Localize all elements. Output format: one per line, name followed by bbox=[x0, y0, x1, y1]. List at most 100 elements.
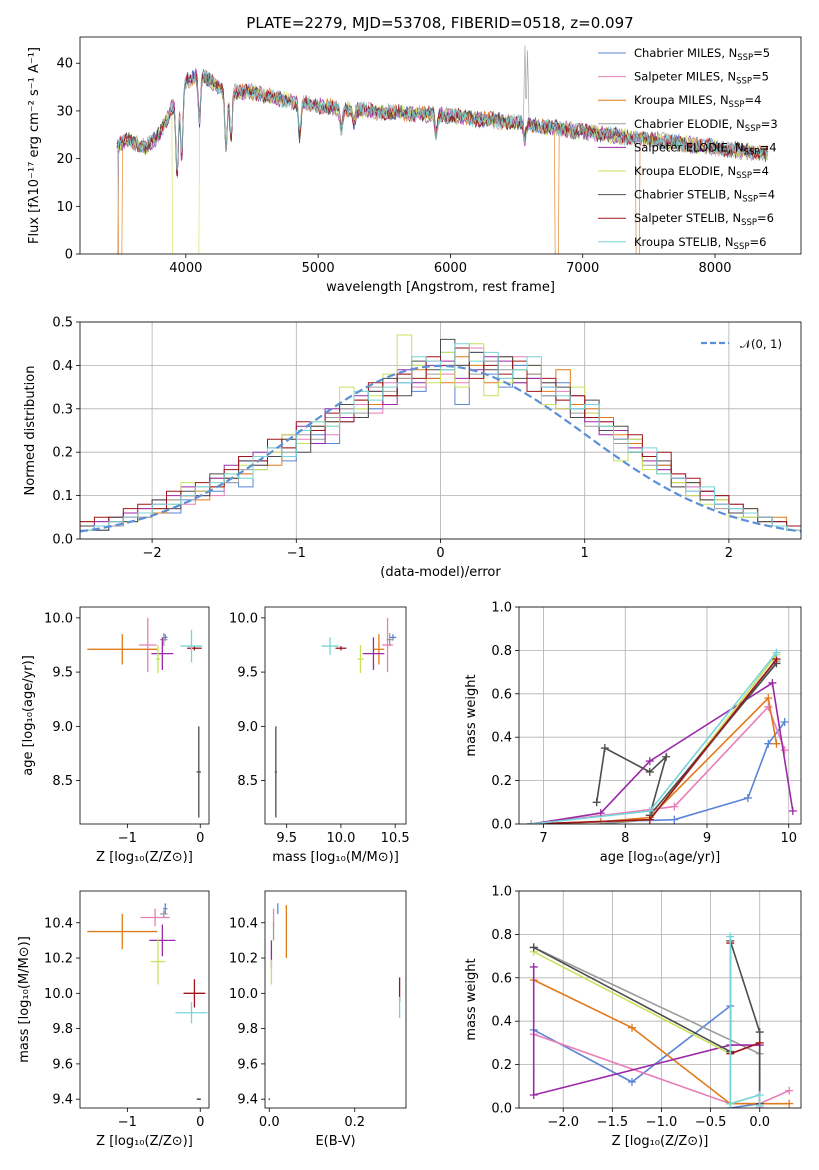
weight-marker bbox=[645, 815, 654, 824]
axes-residuals: −2 −1 0 1 2 0.0 0.1 0.2 0.3 0.4 0.5 (data-model)/er… bbox=[23, 316, 802, 580]
y-tick-label: 0.0 bbox=[52, 533, 73, 548]
weight-marker bbox=[772, 739, 781, 748]
weight-marker bbox=[670, 815, 679, 824]
y-tick-label: 9.5 bbox=[237, 666, 258, 681]
x-tick-label: 4000 bbox=[169, 261, 202, 276]
weight-marker bbox=[600, 744, 609, 753]
x-tick-label: 0.2 bbox=[344, 1115, 365, 1130]
y-tick-label: 0.4 bbox=[491, 731, 512, 746]
weight-marker bbox=[627, 1077, 636, 1086]
x-tick-label: 0 bbox=[196, 831, 204, 846]
axes-spectrum: 4000 5000 6000 7000 8000 0 10 20 30 40 wavelength … bbox=[27, 36, 802, 295]
x-tick-label: −1.5 bbox=[597, 1115, 629, 1130]
y-tick-label: 10.0 bbox=[44, 987, 73, 1002]
weight-marker bbox=[645, 757, 654, 766]
y-tick-label: 10.0 bbox=[229, 987, 258, 1002]
y-tick-label: 10.2 bbox=[44, 952, 73, 967]
x-tick-label: 10 bbox=[780, 831, 797, 846]
y-tick-label: 0.8 bbox=[491, 644, 512, 659]
weight-series-chabrier-stelib bbox=[595, 662, 778, 816]
legend-entry: Kroupa STELIB, NSSP=6 bbox=[634, 235, 766, 252]
axes-frame bbox=[518, 606, 802, 825]
legend-entry: Kroupa ELODIE, NSSP=4 bbox=[634, 164, 769, 181]
weight-marker bbox=[645, 806, 654, 815]
weight-marker bbox=[743, 793, 752, 802]
spectrum-series-kroupa-stelib bbox=[116, 70, 769, 171]
x-axis-label: E(B-V) bbox=[315, 1134, 355, 1149]
axes-frame bbox=[264, 890, 407, 1109]
errorbar-group bbox=[87, 617, 203, 818]
y-tick-label: 10 bbox=[56, 200, 73, 215]
weight-marker bbox=[772, 648, 781, 657]
weight-marker bbox=[764, 739, 773, 748]
weight-marker bbox=[755, 1101, 764, 1108]
figure-title: PLATE=2279, MJD=53708, FIBERID=0518, z=0… bbox=[246, 14, 633, 32]
x-tick-label: 6000 bbox=[434, 261, 467, 276]
y-tick-label: 10.0 bbox=[229, 611, 258, 626]
y-axis-label: mass weight bbox=[464, 674, 479, 756]
x-tick-label: −1 bbox=[287, 546, 306, 561]
x-tick-label: −0.5 bbox=[695, 1115, 727, 1130]
errorbar-group bbox=[268, 903, 401, 1101]
axes-frame bbox=[79, 36, 802, 255]
x-tick-label: 0 bbox=[196, 1115, 204, 1130]
y-tick-label: 0.8 bbox=[491, 928, 512, 943]
y-tick-label: 10.4 bbox=[229, 916, 258, 931]
y-tick-label: 0.3 bbox=[52, 402, 73, 417]
x-tick-label: 0.0 bbox=[749, 1115, 770, 1130]
x-axis-label: Z [log₁₀(Z/Z⊙)] bbox=[96, 1134, 193, 1149]
x-tick-label: 1 bbox=[581, 546, 589, 561]
y-tick-label: 0 bbox=[65, 248, 73, 263]
legend-entry: Salpeter ELODIE, NSSP=4 bbox=[634, 140, 777, 157]
y-tick-label: 0.1 bbox=[52, 489, 73, 504]
axes-frame bbox=[79, 321, 802, 540]
axes-frame bbox=[518, 890, 802, 1109]
weight-marker bbox=[529, 962, 538, 971]
weight-marker bbox=[670, 802, 679, 811]
weight-marker bbox=[755, 1028, 764, 1037]
histogram-group bbox=[80, 334, 801, 539]
errorbar-group bbox=[87, 903, 208, 1101]
y-axis-label: Flux [fλ10⁻¹⁷ erg cm⁻² s⁻¹ A⁻¹] bbox=[27, 47, 42, 244]
weight-marker bbox=[627, 1023, 636, 1032]
y-tick-label: 30 bbox=[56, 104, 73, 119]
x-axis-label: (data-model)/error bbox=[380, 565, 501, 580]
x-tick-label: 10.5 bbox=[381, 831, 410, 846]
x-tick-label: −1 bbox=[118, 1115, 137, 1130]
x-tick-label: −1.0 bbox=[646, 1115, 678, 1130]
y-tick-label: 0.2 bbox=[491, 774, 512, 789]
weight-marker bbox=[527, 820, 536, 824]
legend-entry: Kroupa MILES, NSSP=4 bbox=[634, 93, 761, 110]
weight-marker bbox=[592, 798, 601, 807]
y-tick-label: 0.6 bbox=[491, 971, 512, 986]
weight-marker bbox=[726, 1099, 735, 1108]
legend-entry: 𝒩(0, 1) bbox=[740, 337, 782, 351]
x-tick-label: −2 bbox=[143, 546, 162, 561]
weight-marker bbox=[726, 932, 735, 941]
x-axis-label: age [log₁₀(age/yr)] bbox=[600, 850, 721, 865]
y-tick-label: 9.8 bbox=[52, 1022, 73, 1037]
axes-frame bbox=[79, 606, 210, 825]
weight-marker bbox=[529, 1090, 538, 1099]
weight-series-salpeter-miles bbox=[531, 705, 786, 824]
y-tick-label: 1.0 bbox=[491, 885, 512, 900]
x-axis-label: wavelength [Angstrom, rest frame] bbox=[326, 280, 555, 295]
axes-frame bbox=[264, 606, 407, 825]
y-tick-label: 10.0 bbox=[44, 611, 73, 626]
legend-entry: Salpeter STELIB, NSSP=6 bbox=[634, 211, 774, 228]
y-tick-label: 0.5 bbox=[52, 316, 73, 331]
x-tick-label: −1 bbox=[118, 831, 137, 846]
axes-age-vs-mass: 9.5 10.0 10.5 8.5 9.0 9.5 10.0 mass [log₁₀(M/M⊙… bbox=[229, 606, 410, 865]
x-tick-label: 8000 bbox=[698, 261, 731, 276]
weight-marker bbox=[529, 943, 538, 952]
x-tick-label: 2 bbox=[725, 546, 733, 561]
y-tick-label: 0.4 bbox=[491, 1015, 512, 1030]
x-axis-label: Z [log₁₀(Z/Z⊙)] bbox=[96, 850, 193, 865]
x-tick-label: 10.0 bbox=[326, 831, 355, 846]
y-tick-label: 0.2 bbox=[52, 446, 73, 461]
weight-marker bbox=[755, 1038, 764, 1047]
y-tick-label: 9.0 bbox=[52, 720, 73, 735]
weight-marker bbox=[764, 694, 773, 703]
axes-weight-vs-Z: −2.0 −1.5 −1.0 −0.5 0.0 0.0 0.2 0.4 0.6 0.8 1.0 Z [… bbox=[464, 885, 802, 1149]
